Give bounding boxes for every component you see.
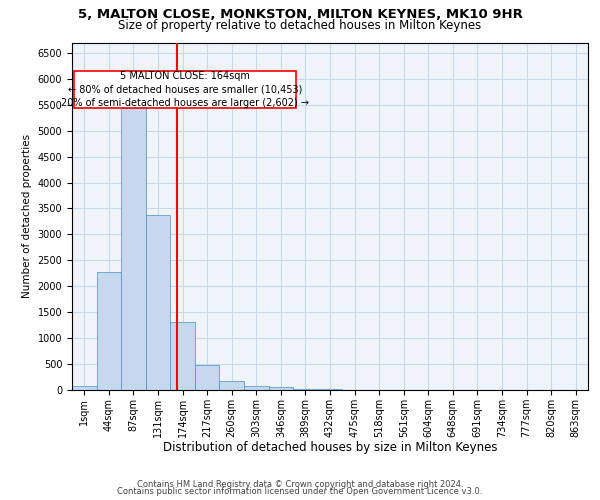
Bar bbox=[146, 214, 170, 390]
X-axis label: Distribution of detached houses by size in Milton Keynes: Distribution of detached houses by size … bbox=[163, 442, 497, 454]
Text: 5, MALTON CLOSE, MONKSTON, MILTON KEYNES, MK10 9HR: 5, MALTON CLOSE, MONKSTON, MILTON KEYNES… bbox=[77, 8, 523, 20]
Text: Size of property relative to detached houses in Milton Keynes: Size of property relative to detached ho… bbox=[118, 18, 482, 32]
Text: 5 MALTON CLOSE: 164sqm
← 80% of detached houses are smaller (10,453)
20% of semi: 5 MALTON CLOSE: 164sqm ← 80% of detached… bbox=[61, 71, 309, 108]
Y-axis label: Number of detached properties: Number of detached properties bbox=[22, 134, 32, 298]
Bar bbox=[97, 272, 121, 390]
FancyBboxPatch shape bbox=[74, 70, 296, 108]
Bar bbox=[269, 388, 293, 390]
Bar bbox=[170, 322, 195, 390]
Bar bbox=[121, 108, 146, 390]
Text: Contains public sector information licensed under the Open Government Licence v3: Contains public sector information licen… bbox=[118, 487, 482, 496]
Bar bbox=[72, 386, 97, 390]
Bar bbox=[220, 382, 244, 390]
Bar bbox=[195, 365, 220, 390]
Bar bbox=[244, 386, 269, 390]
Bar bbox=[293, 388, 318, 390]
Text: Contains HM Land Registry data © Crown copyright and database right 2024.: Contains HM Land Registry data © Crown c… bbox=[137, 480, 463, 489]
